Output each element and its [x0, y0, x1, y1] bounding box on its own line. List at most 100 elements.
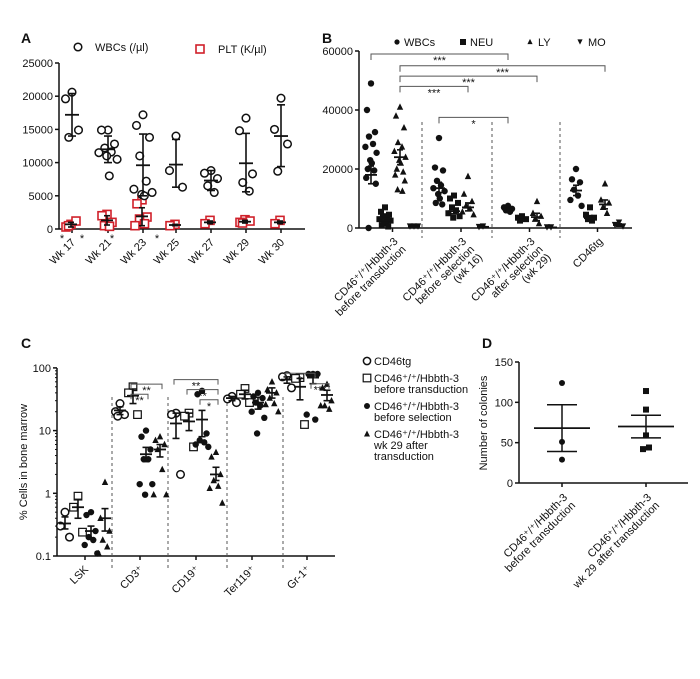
- panel-b-wbc-point: [367, 80, 375, 87]
- panel-b-wbc-point: [365, 133, 373, 140]
- panel-b-neu-point: [449, 204, 455, 211]
- panel-b-wbc-point: [363, 174, 370, 182]
- panel-d-point: [559, 456, 565, 463]
- panel-a-wbc-point: [247, 169, 258, 179]
- panel-a-wbc-point: [109, 139, 120, 149]
- panel-d-point: [559, 379, 565, 386]
- panel-b-neu-point: [583, 211, 589, 218]
- panel-d-y-tick-label: 50: [501, 438, 513, 450]
- panel-c-wk29-point: [215, 482, 222, 489]
- panel-a-wbc-point: [241, 113, 251, 123]
- panel-c-wk29-point: [101, 478, 109, 485]
- panel-d-point: [643, 406, 649, 413]
- panel-b-wbc-point: [364, 165, 371, 173]
- panel-c-y-tick-label: 100: [33, 363, 51, 375]
- legend-plt-marker: [195, 44, 205, 54]
- panel-a-wbc-point: [104, 171, 114, 181]
- panel-b-ly-point: [392, 112, 400, 119]
- panel-c-significance-bracket: [310, 383, 330, 389]
- panel-c-significance-bracket-label: **: [142, 385, 151, 397]
- legend-c-label: CD46tg: [374, 356, 411, 368]
- panel-d-point: [640, 446, 646, 453]
- panel-c-significance-bracket: [199, 399, 219, 405]
- panel-c-before-transduction-point: [133, 410, 142, 419]
- panel-c-significance-bracket-label: **: [192, 381, 201, 393]
- panel-a-y-tick-label: 15000: [22, 124, 53, 136]
- legend-c-label: CD46⁺/⁺/Hbbth-3: [374, 429, 459, 441]
- panel-b-ly-point: [400, 124, 408, 131]
- panel-c-x-tick-label: CD19⁺: [170, 564, 203, 597]
- panel-b-neu-point: [378, 222, 385, 229]
- panel-c-wk29-point: [104, 543, 111, 550]
- panel-b-wbc-point: [436, 195, 443, 202]
- panel-b-y-tick-label: 60000: [322, 46, 353, 58]
- panel-b-wbc-point: [576, 179, 584, 186]
- panel-c-significance-bracket: [130, 393, 149, 400]
- panel-b-ly-point: [529, 209, 537, 216]
- panel-b-ly-point: [464, 172, 472, 180]
- panel-c-significance-bracket: [173, 379, 219, 385]
- panel-b-wbc-point: [435, 134, 443, 142]
- panel-label-a: A: [21, 30, 31, 46]
- panel-c-significance-bracket: [130, 383, 163, 390]
- panel-c-wk29-point: [264, 385, 271, 393]
- panel-c-wk29-point: [317, 401, 324, 409]
- panel-c-wk29-point: [319, 384, 326, 391]
- panel-c-significance-bracket-label: ***: [314, 385, 328, 397]
- panel-b-wbc-point: [439, 201, 446, 208]
- panel-a-plt-point: [139, 218, 150, 229]
- panel-a-y-tick-label: 0: [47, 224, 53, 236]
- panel-b-ly-point: [603, 209, 611, 216]
- panel-a-wbc-point: [282, 139, 293, 149]
- panel-a-wbc-point: [102, 151, 112, 161]
- panel-b-wbc-point: [373, 149, 380, 156]
- panel-label-c: C: [21, 335, 31, 351]
- panel-b-significance-bracket: [370, 53, 509, 60]
- panel-c-y-tick-label: 1: [45, 488, 51, 500]
- panel-c-before-selection-point: [136, 480, 143, 488]
- panel-b-wbc-point: [368, 159, 375, 167]
- panel-b-neu-point: [456, 213, 463, 220]
- panel-a-wbc-point: [273, 166, 283, 176]
- legend-c-label: wk 29 after: [373, 440, 428, 452]
- legend-c-label: before transduction: [374, 384, 468, 396]
- panel-c-y-tick-label: 10: [39, 426, 51, 438]
- panel-c-before-selection-point: [142, 427, 150, 434]
- panel-c-before-selection-point: [194, 391, 201, 398]
- panel-b-wbc-point: [369, 140, 377, 148]
- legend-neu-label: NEU: [470, 37, 493, 49]
- panel-b-wbc-point: [372, 180, 379, 187]
- panel-b-y-tick-label: 40000: [322, 105, 353, 117]
- panel-c-wk29-point: [321, 401, 328, 409]
- panel-c-before-selection-point: [149, 480, 156, 488]
- panel-a-wbc-point: [112, 154, 122, 164]
- panel-b-neu-point: [587, 204, 593, 211]
- panel-a-wbc-point: [147, 187, 157, 198]
- panel-b-wbc-point: [363, 106, 371, 114]
- panel-a-wbc-point: [129, 184, 139, 194]
- legend-plt-label: PLT (K/µl): [218, 44, 267, 56]
- panel-c-before-selection-point: [203, 430, 210, 437]
- panel-c-wk29-point: [212, 448, 220, 456]
- panel-a-plt-point: [104, 221, 115, 232]
- panel-b-ly-point: [470, 211, 477, 218]
- panel-label-b: B: [322, 30, 332, 46]
- panel-b-wbc-point: [439, 167, 447, 174]
- panel-c-x-tick-label: Gr-1⁺: [285, 564, 313, 592]
- panel-c-wk29-point: [156, 432, 164, 440]
- panel-a-wbc-point: [199, 168, 210, 178]
- panel-a-wbc-point: [131, 120, 142, 130]
- panel-b-ly-point: [400, 168, 407, 175]
- panel-b-ly-point: [391, 147, 398, 154]
- panel-c-significance-bracket: [186, 389, 219, 395]
- panel-b-ly-point: [459, 208, 466, 215]
- panel-b-neu-point: [376, 216, 383, 223]
- panel-c-wk29-point: [275, 408, 282, 415]
- legend-c-label: before selection: [374, 412, 452, 424]
- panel-b-significance-bracket-label: ***: [433, 55, 447, 67]
- panel-c-significance-bracket-label: *: [298, 374, 303, 386]
- panel-c-wk29-point: [328, 396, 335, 404]
- panel-c-cd46tg-point: [60, 507, 70, 517]
- panel-a-plt-point: [130, 220, 140, 231]
